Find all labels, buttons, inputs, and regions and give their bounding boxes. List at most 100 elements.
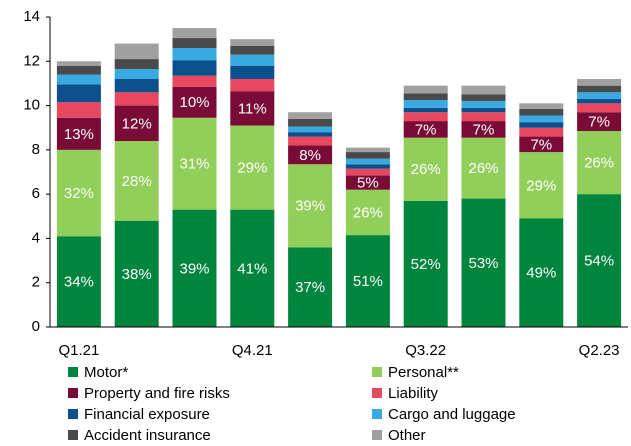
share-label: 39% — [179, 260, 209, 277]
share-label: 39% — [295, 198, 325, 215]
bar-segment — [288, 164, 333, 248]
legend-swatch — [372, 409, 382, 419]
bar-segment — [114, 92, 159, 106]
share-label: 5% — [357, 174, 379, 191]
legend-swatch — [68, 430, 78, 440]
x-tick-label: Q4.21 — [232, 342, 273, 359]
x-tick-label: Q2.23 — [579, 342, 620, 359]
legend-swatch — [372, 388, 382, 398]
bar-segment — [403, 112, 448, 122]
bar-segment — [519, 218, 564, 327]
bar-segment — [403, 200, 448, 327]
legend-label: Motor* — [84, 364, 128, 381]
legend-label: Cargo and luggage — [388, 406, 516, 423]
bar-segment — [461, 94, 506, 102]
legend-swatch — [68, 388, 78, 398]
x-tick-label: Q3.22 — [405, 342, 446, 359]
bar-segment — [577, 131, 622, 195]
share-label: 10% — [179, 94, 209, 111]
bar-segment — [230, 54, 275, 66]
share-label: 26% — [468, 160, 498, 177]
bar-segment — [230, 39, 275, 46]
bar-segment — [114, 105, 159, 141]
bar-segment — [230, 125, 275, 210]
bar-segment — [345, 175, 390, 190]
bar-segment — [288, 112, 333, 119]
y-tick-label: 4 — [32, 229, 40, 246]
share-label: 32% — [64, 185, 94, 202]
bar-segment — [230, 209, 275, 327]
share-label: 26% — [584, 155, 614, 172]
bar-segment — [114, 220, 159, 327]
y-tick-label: 12 — [23, 52, 40, 69]
bar-segment — [56, 102, 101, 118]
bar-segment — [461, 198, 506, 327]
bar-segment — [403, 137, 448, 201]
bar-segment — [345, 168, 390, 176]
bar-segment — [172, 209, 217, 327]
y-tick-label: 10 — [23, 97, 40, 114]
bar-segment — [519, 122, 564, 128]
legend-label: Personal** — [388, 364, 459, 381]
y-tick-label: 6 — [32, 185, 40, 202]
bar-segment — [114, 79, 159, 93]
legend-label: Liability — [388, 385, 439, 402]
bar-segment — [403, 107, 448, 113]
bar-segment — [172, 60, 217, 76]
legend-label: Accident insurance — [84, 427, 211, 444]
share-label: 7% — [588, 114, 610, 131]
bar-segment — [403, 100, 448, 108]
bar-segment — [172, 38, 217, 48]
bar-segment — [519, 136, 564, 153]
bar-segment — [56, 61, 101, 66]
bar-segment — [114, 141, 159, 221]
bar-segment — [114, 69, 159, 79]
bar-segment — [461, 101, 506, 108]
bar-segment — [577, 103, 622, 113]
share-label: 26% — [353, 204, 383, 221]
y-tick-label: 0 — [32, 318, 40, 335]
share-label: 28% — [122, 173, 152, 190]
legend-swatch — [68, 409, 78, 419]
share-label: 53% — [468, 255, 498, 272]
share-label: 31% — [179, 156, 209, 173]
share-label: 7% — [415, 121, 437, 138]
y-tick-label: 8 — [32, 141, 40, 158]
legend-swatch — [372, 367, 382, 377]
bar-segment — [577, 85, 622, 93]
bar-segment — [172, 86, 217, 118]
bar-segment — [288, 126, 333, 133]
bar-segment — [288, 247, 333, 327]
share-label: 12% — [122, 115, 152, 132]
bar-segment — [345, 164, 390, 169]
share-label: 11% — [238, 100, 267, 117]
bar-segment — [56, 117, 101, 150]
bar-segment — [519, 127, 564, 137]
bar-segment — [230, 65, 275, 79]
bar-segment — [403, 93, 448, 101]
bar-segment — [461, 121, 506, 138]
bar-segment — [577, 112, 622, 132]
bar-segment — [172, 28, 217, 39]
legend-swatch — [372, 430, 382, 440]
legend-swatch — [68, 367, 78, 377]
bar-segment — [519, 103, 564, 109]
bar-segment — [403, 85, 448, 94]
share-label: 54% — [584, 253, 614, 270]
bar-segment — [288, 145, 333, 165]
y-tick-label: 14 — [23, 8, 40, 25]
bar-segment — [519, 152, 564, 219]
bar-segment — [461, 85, 506, 95]
bar-segment — [230, 91, 275, 126]
bar-segment — [461, 107, 506, 113]
x-tick-label: Q1.21 — [58, 342, 99, 359]
bar-segment — [345, 152, 390, 159]
bar-segment — [56, 149, 101, 237]
share-label: 49% — [526, 265, 556, 282]
share-label: 38% — [122, 266, 152, 283]
share-label: 26% — [411, 161, 441, 178]
legend-label: Other — [388, 427, 426, 444]
bar-segment — [519, 108, 564, 116]
share-label: 13% — [64, 126, 94, 143]
